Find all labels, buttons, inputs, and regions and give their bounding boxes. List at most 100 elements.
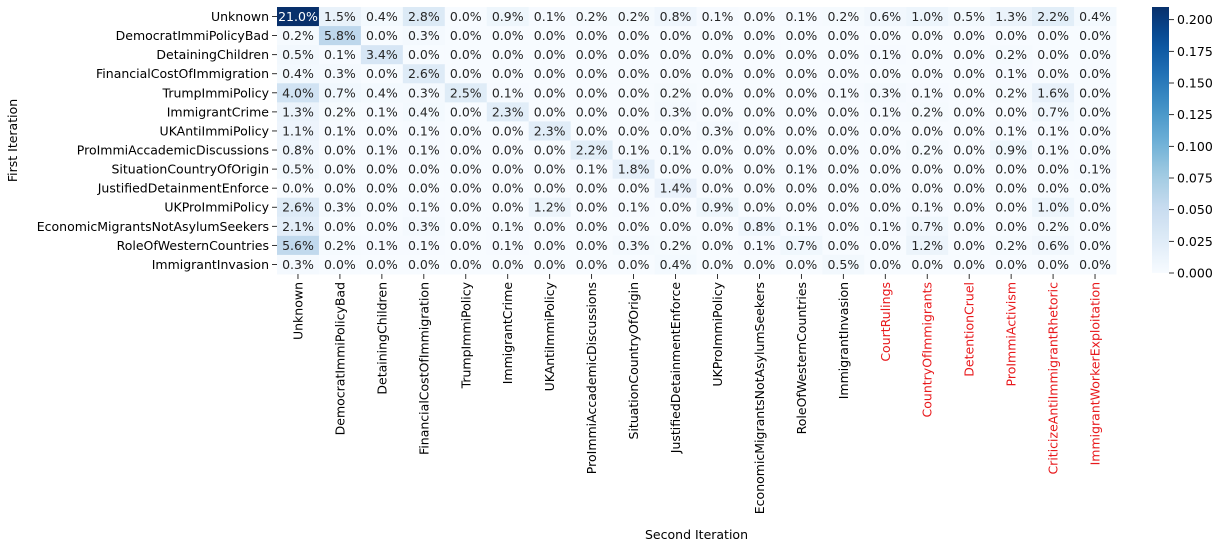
cell-value-label: 0.0% (953, 219, 985, 234)
heatmap-cell (738, 26, 781, 46)
cell-value-label: 0.3% (408, 28, 440, 43)
cell-value-label: 0.0% (995, 219, 1027, 234)
cell-value-label: 0.1% (1079, 162, 1111, 177)
heatmap-cell (780, 102, 823, 122)
heatmap-cell (570, 102, 614, 122)
heatmap-cell (864, 140, 907, 161)
heatmap-cell (612, 159, 656, 180)
cell-value-label: 0.0% (492, 143, 524, 158)
cell-value-label: 0.0% (534, 257, 566, 272)
heatmap-cell (822, 254, 865, 275)
cell-value-label: 0.0% (324, 143, 356, 158)
heatmap-cell (444, 45, 488, 65)
heatmap-cell (528, 64, 572, 84)
y-tick-label: ProImmiAccademicDiscussions (77, 143, 269, 158)
cell-value-label: 0.0% (366, 66, 398, 81)
heatmap-cell (906, 26, 949, 46)
heatmap-cell (612, 83, 656, 103)
cell-value-label: 0.0% (492, 200, 524, 215)
colorbar-tick-label: 0.150 (1177, 76, 1213, 91)
heatmap-cell (486, 178, 530, 199)
cell-value-label: 2.2% (576, 143, 608, 158)
cell-value-label: 0.0% (1037, 257, 1069, 272)
heatmap-cell (990, 216, 1033, 237)
cell-value-label: 0.0% (324, 257, 356, 272)
heatmap-cell (486, 197, 530, 218)
cell-value-label: 0.0% (324, 162, 356, 177)
heatmap-cell (948, 197, 991, 218)
heatmap-cell (1032, 140, 1075, 161)
heatmap-cell (570, 216, 614, 237)
cell-value-label: 0.0% (450, 162, 482, 177)
heatmap-cell (822, 216, 865, 237)
heatmap-cell (1074, 45, 1117, 65)
cell-value-label: 0.0% (408, 162, 440, 177)
heatmap-cell (780, 159, 823, 180)
cell-value-label: 0.0% (450, 238, 482, 253)
x-tick-label: ProImmiActivism (1004, 282, 1019, 386)
cell-value-label: 0.7% (785, 238, 817, 253)
heatmap-cell (780, 45, 823, 65)
heatmap-cell (1032, 178, 1075, 199)
cell-value-label: 1.5% (324, 9, 356, 24)
cell-value-label: 0.1% (911, 85, 943, 100)
heatmap-cell (654, 83, 697, 103)
cell-value-label: 0.1% (702, 9, 734, 24)
cell-value-label: 0.5% (827, 257, 859, 272)
heatmap-cell (990, 83, 1033, 103)
heatmap-cell (822, 159, 865, 180)
cell-value-label: 0.1% (366, 104, 398, 119)
cell-value-label: 0.0% (450, 143, 482, 158)
cell-value-label: 0.0% (492, 257, 524, 272)
heatmap-cell (822, 235, 865, 256)
heatmap-cell (654, 121, 697, 141)
cell-value-label: 5.8% (324, 28, 356, 43)
cell-value-label: 0.0% (827, 143, 859, 158)
heatmap-cell (402, 178, 446, 199)
cell-value-label: 0.0% (911, 257, 943, 272)
cell-value-label: 0.0% (576, 123, 608, 138)
heatmap-cell (696, 26, 739, 46)
cell-value-label: 0.0% (785, 85, 817, 100)
heatmap-cell (906, 7, 949, 27)
cell-value-label: 0.0% (744, 66, 776, 81)
heatmap-cell (444, 216, 488, 237)
cell-value-label: 0.0% (408, 181, 440, 196)
cell-value-label: 0.0% (869, 28, 901, 43)
cell-value-label: 1.3% (282, 104, 314, 119)
heatmap-cell (1032, 159, 1075, 180)
heatmap-cell (1074, 121, 1117, 141)
heatmap-cell (948, 45, 991, 65)
y-tick-label: Unknown (211, 9, 269, 24)
cell-value-label: 0.0% (869, 238, 901, 253)
cell-value-label: 0.0% (576, 47, 608, 62)
heatmap-cell (864, 235, 907, 256)
cell-value-label: 0.0% (534, 28, 566, 43)
x-tick-label: CriticizeAntiImmigrantRhetoric (1046, 282, 1061, 475)
heatmap-cell (948, 235, 991, 256)
cell-value-label: 0.2% (576, 9, 608, 24)
heatmap-cell (570, 7, 614, 27)
cell-value-label: 0.2% (911, 104, 943, 119)
heatmap-cell (864, 121, 907, 141)
y-tick-label: FinancialCostOfImmigration (96, 66, 269, 81)
heatmap-cell (486, 83, 530, 103)
cell-value-label: 0.0% (576, 219, 608, 234)
cell-value-label: 0.5% (282, 47, 314, 62)
heatmap-cell (277, 254, 320, 275)
heatmap-cell (1074, 159, 1117, 180)
heatmap-cell (444, 159, 488, 180)
cell-value-label: 0.1% (1037, 143, 1069, 158)
x-tick-label: UKAntiImmiPolicy (542, 281, 557, 391)
cell-value-label: 0.0% (827, 66, 859, 81)
cell-value-label: 0.0% (450, 9, 482, 24)
cell-value-label: 0.3% (324, 66, 356, 81)
heatmap-cell (1074, 7, 1117, 27)
heatmap-cell (486, 159, 530, 180)
cell-value-label: 0.1% (324, 47, 356, 62)
cell-value-label: 0.1% (869, 47, 901, 62)
cell-value-label: 0.0% (702, 181, 734, 196)
cell-value-label: 0.1% (492, 238, 524, 253)
heatmap-cell (486, 45, 530, 65)
heatmap-cell (528, 235, 572, 256)
